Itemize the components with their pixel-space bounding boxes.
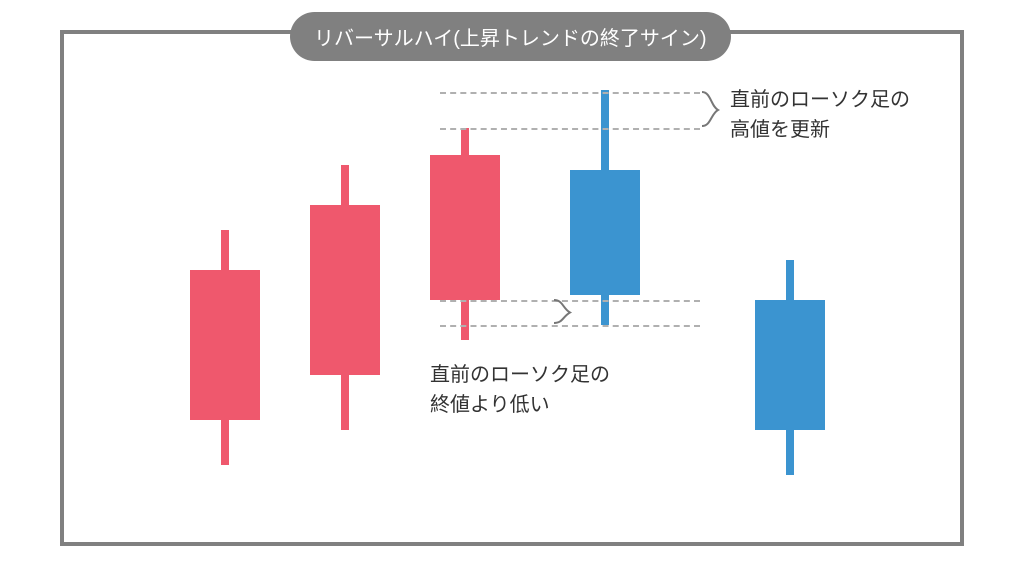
candle-body xyxy=(570,170,640,295)
reference-dash-line xyxy=(440,92,700,94)
annotation-line: 直前のローソク足の xyxy=(730,85,910,115)
diagram-title: リバーサルハイ(上昇トレンドの終了サイン) xyxy=(290,12,731,61)
annotation-line: 直前のローソク足の xyxy=(430,360,610,390)
reference-dash-line xyxy=(440,128,700,130)
candle-body xyxy=(430,155,500,300)
annotation-text: 直前のローソク足の高値を更新 xyxy=(730,85,910,145)
candle-body xyxy=(310,205,380,375)
bracket-icon xyxy=(700,90,724,130)
candle-body xyxy=(755,300,825,430)
annotation-text: 直前のローソク足の終値より低い xyxy=(430,360,610,420)
bracket-icon xyxy=(552,298,576,327)
annotation-line: 高値を更新 xyxy=(730,115,910,145)
annotation-line: 終値より低い xyxy=(430,390,610,420)
candle-body xyxy=(190,270,260,420)
